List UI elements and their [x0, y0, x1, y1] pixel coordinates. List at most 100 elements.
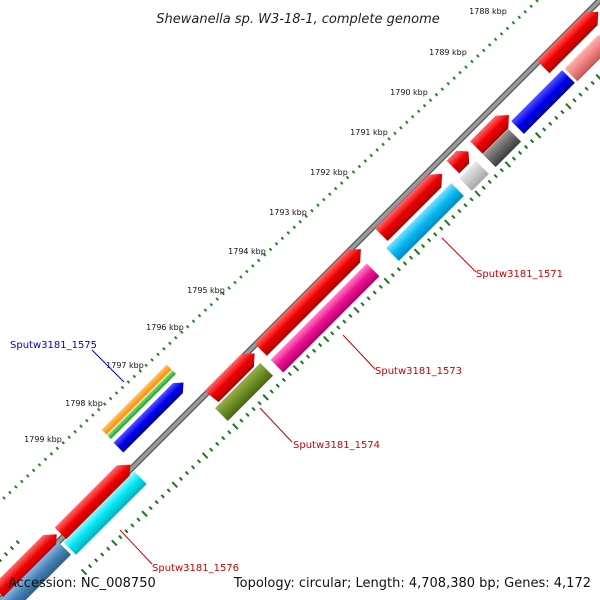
tick-mark [203, 308, 208, 312]
tick-mark [100, 552, 105, 557]
tick-mark [387, 137, 391, 141]
gene-label-1574[interactable]: Sputw3181_1574 [259, 407, 380, 451]
tick-mark [67, 435, 71, 440]
tick-mark [179, 330, 184, 335]
tick-mark [381, 142, 385, 147]
tick-mark [256, 258, 261, 263]
tick-mark [316, 203, 320, 207]
tick-mark [111, 539, 118, 547]
tick-mark [399, 126, 403, 130]
tick-mark [166, 488, 171, 493]
tick-mark [405, 120, 409, 125]
tick-mark [106, 546, 111, 551]
tick-mark [469, 197, 474, 202]
tick-mark [262, 394, 269, 401]
tick-mark [529, 4, 533, 9]
tick-mark [239, 275, 243, 279]
tick-mark [233, 280, 237, 285]
tick-mark [191, 319, 196, 323]
gene-arrow-forward [54, 464, 131, 541]
tick-mark [333, 186, 338, 191]
tick-mark [345, 175, 350, 180]
tick-mark [20, 479, 24, 484]
tick-mark [0, 558, 3, 563]
tick-mark [274, 242, 279, 246]
tick-mark [311, 348, 317, 353]
gene-label-1576[interactable]: Sputw3181_1576 [119, 529, 239, 574]
kbp-tick-label: 1792 kbp [310, 168, 348, 177]
tick-mark [457, 208, 462, 214]
tick-mark [390, 272, 395, 278]
tick-mark [178, 476, 183, 481]
tick-mark [262, 253, 267, 257]
tick-mark [434, 92, 439, 97]
tick-mark [209, 447, 214, 452]
tick-mark [578, 92, 583, 97]
tick-mark [548, 121, 553, 126]
tick-mark [378, 284, 383, 289]
kbp-tick-label: 1793 kbp [269, 208, 307, 217]
tick-mark [535, 0, 539, 3]
tick-mark [97, 407, 101, 412]
tick-mark [366, 296, 371, 301]
tick-mark [499, 32, 504, 36]
tick-mark [504, 161, 512, 168]
kbp-tick-label: 1799 kbp [24, 435, 62, 444]
svg-text:Sputw3181_1575: Sputw3181_1575 [10, 340, 97, 351]
tick-mark [120, 385, 125, 390]
tick-mark [322, 335, 330, 343]
tick-mark [348, 313, 353, 318]
tick-mark [168, 341, 172, 346]
tick-mark [476, 54, 480, 58]
tick-mark [85, 418, 89, 423]
gene-label-1571[interactable]: Sputw3181_1571 [441, 237, 563, 280]
tick-mark [31, 468, 36, 473]
gene-label-1575[interactable]: Sputw3181_1575 [10, 340, 125, 383]
tick-mark [257, 401, 262, 406]
tick-mark [305, 354, 311, 359]
tick-mark [221, 435, 226, 441]
tick-mark [375, 148, 379, 152]
tick-mark [342, 319, 347, 324]
tick-mark [444, 219, 451, 226]
tick-mark [148, 505, 153, 511]
tick-mark [190, 465, 196, 470]
tick-mark [245, 412, 250, 417]
kbp-tick-ring [2, 0, 539, 500]
tick-mark [138, 369, 142, 373]
tick-mark [215, 441, 220, 447]
tick-mark [299, 360, 305, 365]
topology-text: Topology: circular; Length: 4,708,380 bp… [233, 576, 591, 591]
tick-mark [402, 261, 408, 266]
tick-mark [529, 139, 535, 144]
tick-mark [310, 208, 314, 213]
kbp-tick-label: 1796 kbp [146, 323, 184, 332]
tick-mark [14, 485, 18, 489]
tick-mark [590, 80, 595, 86]
kbp-tick-label: 1788 kbp [469, 7, 507, 16]
kbp-tick-label: 1797 kbp [106, 361, 144, 370]
tick-mark [474, 190, 481, 197]
accession-text: Accession: NC_008750 [8, 576, 156, 591]
tick-mark [232, 423, 239, 430]
tick-mark [80, 568, 88, 576]
tick-mark [114, 391, 119, 395]
svg-text:Sputw3181_1571: Sputw3181_1571 [476, 269, 563, 280]
map-title: Shewanella sp. W3-18-1, complete genome [156, 12, 439, 27]
tick-mark [215, 297, 219, 301]
tick-mark [150, 358, 154, 362]
tick-mark [118, 534, 123, 540]
tick-mark [482, 48, 486, 53]
gene-arrow-forward [204, 353, 255, 403]
tick-mark [185, 324, 190, 329]
tick-mark [458, 70, 462, 75]
gene-box [386, 183, 464, 261]
gene-label-1573[interactable]: Sputw3181_1573 [342, 334, 462, 377]
tick-mark [372, 290, 377, 295]
tick-mark [499, 168, 504, 173]
tick-mark [61, 440, 65, 445]
tick-mark [408, 255, 414, 260]
gene-box [0, 541, 72, 600]
tick-mark [470, 59, 474, 64]
tick-mark [154, 499, 159, 505]
